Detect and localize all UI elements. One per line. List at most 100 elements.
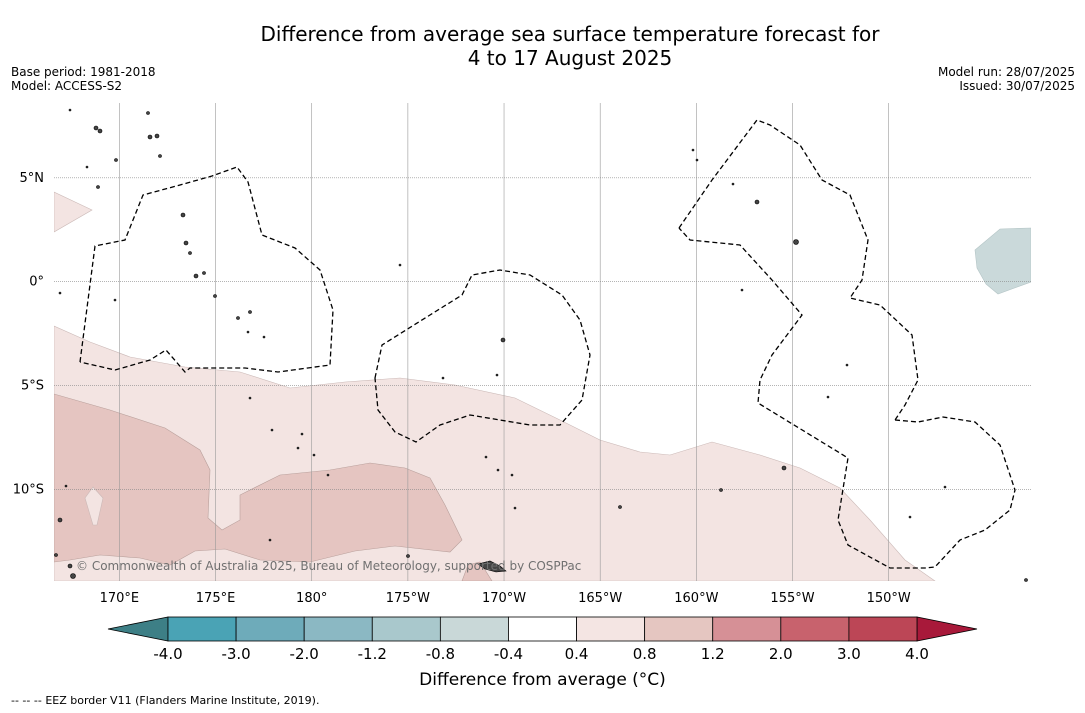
island-marker: [64, 484, 68, 488]
colorbar-band: [303, 616, 373, 642]
island-marker: [114, 158, 118, 162]
island-marker: [312, 453, 316, 457]
colorbar-band: [371, 616, 441, 642]
anomaly-band-0.8-1.2-west: [54, 393, 463, 566]
island-marker: [300, 432, 304, 436]
island-marker: [781, 465, 787, 471]
islands: [54, 108, 1028, 582]
island-marker: [213, 294, 217, 298]
anomaly-band-0.4-0.8-inner: [84, 486, 104, 526]
colorbar-tick-label: -3.0: [221, 645, 250, 663]
colorbar-band: [576, 616, 646, 642]
island-marker: [296, 446, 300, 450]
island-samoa: [477, 560, 507, 573]
lon-tick-label: 180°: [296, 591, 327, 606]
island-marker: [731, 182, 735, 186]
anomaly-band-negative-east: [974, 227, 1031, 295]
map-title-line1: Difference from average sea surface temp…: [260, 22, 880, 46]
colorbar-band: [712, 616, 782, 642]
island-marker: [398, 263, 402, 267]
colorbar-band: [644, 616, 714, 642]
copyright-note: © Commonwealth of Australia 2025, Bureau…: [76, 559, 581, 573]
colorbar-tick-label: 3.0: [837, 645, 861, 663]
colorbar-tick-label: 4.0: [905, 645, 929, 663]
anomaly-band-0.4-0.8-north: [54, 191, 93, 233]
colorbar-tick-label: -4.0: [153, 645, 182, 663]
island-marker: [85, 165, 89, 169]
island-marker: [202, 271, 206, 275]
colorbar-band: [439, 616, 509, 642]
eez-border-kiribati-line: [678, 119, 919, 421]
meta-right: Model run: 28/07/2025 Issued: 30/07/2025: [938, 65, 1075, 93]
island-marker: [618, 505, 622, 509]
lat-tick-label: 0°: [29, 275, 44, 290]
base-period-label: Base period: 1981-2018: [11, 65, 156, 79]
colorbar-title: Difference from average (°C): [419, 670, 666, 690]
colorbar: -4.0 -3.0 -2.0 -1.2 -0.8 -0.4 0.4 0.8 1.2 2.0 3.0 4…: [107, 616, 978, 663]
island-marker: [97, 128, 103, 134]
island-marker: [188, 251, 192, 255]
island-marker: [441, 376, 445, 380]
colorbar-band: [848, 616, 918, 642]
island-marker: [68, 108, 72, 112]
colorbar-tick-label: 0.4: [565, 645, 589, 663]
island-marker: [740, 288, 744, 292]
island-marker: [262, 335, 266, 339]
eez-legend-symbol: -- -- --: [11, 694, 42, 707]
island-marker: [826, 395, 830, 399]
colorbar-tick-label: 1.2: [701, 645, 725, 663]
island-marker: [496, 468, 500, 472]
meta-left: Base period: 1981-2018 Model: ACCESS-S2: [11, 65, 156, 93]
gridlines: [54, 103, 1031, 581]
island-marker: [96, 185, 100, 189]
issued-label: Issued: 30/07/2025: [959, 79, 1075, 93]
model-label: Model: ACCESS-S2: [11, 79, 123, 93]
island-marker: [180, 212, 186, 218]
island-marker: [248, 310, 252, 314]
island-marker: [146, 111, 150, 115]
colorbar-band: [235, 616, 305, 642]
colorbar-under-arrow: [107, 616, 169, 642]
island-marker: [695, 158, 699, 162]
map-title: Difference from average sea surface temp…: [0, 22, 1085, 70]
model-run-label: Model run: 28/07/2025: [937, 65, 1075, 79]
island-marker: [70, 573, 76, 579]
anomaly-band-0.8-1.2-south: [461, 561, 493, 581]
lon-tick-label: 155°W: [770, 591, 814, 606]
island-marker: [1024, 578, 1028, 582]
lon-tick-label: 175°W: [386, 591, 430, 606]
lon-tick-label: 175°E: [196, 591, 236, 606]
eez-border-kiribati-phoenix: [374, 269, 591, 443]
colorbar-tick-label: -0.4: [494, 645, 523, 663]
island-marker: [58, 291, 62, 295]
island-marker: [845, 363, 849, 367]
colorbar-tick-label: -0.8: [426, 645, 455, 663]
lon-tick-label: 170°E: [100, 591, 140, 606]
island-marker: [793, 239, 799, 245]
island-marker: [93, 125, 99, 131]
island-marker: [943, 485, 947, 489]
lat-tick-label: 5°S: [21, 379, 44, 394]
eez-legend-label: EEZ border V11 (Flanders Marine Institut…: [45, 694, 320, 707]
island-marker: [248, 396, 252, 400]
island-marker: [326, 473, 330, 477]
island-marker: [406, 554, 410, 558]
eez-borders: [79, 119, 1016, 569]
island-marker: [147, 134, 153, 140]
island-marker: [183, 240, 189, 246]
lat-tick-label: 5°N: [20, 171, 45, 186]
map-title-line2: 4 to 17 August 2025: [467, 46, 673, 70]
colorbar-tick-label: -1.2: [358, 645, 387, 663]
eez-legend: -- -- -- EEZ border V11 (Flanders Marine…: [11, 694, 319, 707]
colorbar-band: [508, 616, 577, 642]
colorbar-band: [780, 616, 850, 642]
colorbar-tick-label: 0.8: [633, 645, 657, 663]
island-marker: [158, 154, 162, 158]
island-marker: [113, 298, 117, 302]
island-marker: [54, 553, 58, 557]
island-marker: [691, 148, 695, 152]
island-marker: [154, 133, 160, 139]
island-marker: [484, 455, 488, 459]
island-marker: [236, 316, 240, 320]
